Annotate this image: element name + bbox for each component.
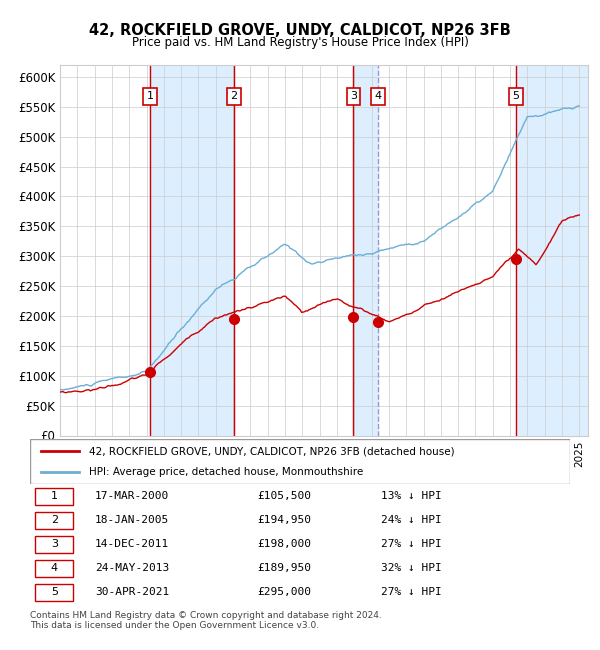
Text: 27% ↓ HPI: 27% ↓ HPI (381, 540, 442, 549)
Text: 18-JAN-2005: 18-JAN-2005 (95, 515, 169, 525)
Text: Contains HM Land Registry data © Crown copyright and database right 2024.
This d: Contains HM Land Registry data © Crown c… (30, 611, 382, 630)
Text: 2: 2 (51, 515, 58, 525)
Text: 1: 1 (146, 92, 154, 101)
Text: 3: 3 (51, 540, 58, 549)
Text: 27% ↓ HPI: 27% ↓ HPI (381, 588, 442, 597)
FancyBboxPatch shape (35, 560, 73, 577)
Text: 1: 1 (51, 491, 58, 501)
Text: 17-MAR-2000: 17-MAR-2000 (95, 491, 169, 501)
FancyBboxPatch shape (35, 512, 73, 528)
Text: 30-APR-2021: 30-APR-2021 (95, 588, 169, 597)
Text: 24-MAY-2013: 24-MAY-2013 (95, 564, 169, 573)
Text: 42, ROCKFIELD GROVE, UNDY, CALDICOT, NP26 3FB: 42, ROCKFIELD GROVE, UNDY, CALDICOT, NP2… (89, 23, 511, 38)
FancyBboxPatch shape (30, 439, 570, 484)
Bar (150, 65, 234, 436)
Text: 3: 3 (350, 92, 357, 101)
Text: 42, ROCKFIELD GROVE, UNDY, CALDICOT, NP26 3FB (detached house): 42, ROCKFIELD GROVE, UNDY, CALDICOT, NP2… (89, 447, 455, 456)
Text: 32% ↓ HPI: 32% ↓ HPI (381, 564, 442, 573)
Text: 14-DEC-2011: 14-DEC-2011 (95, 540, 169, 549)
FancyBboxPatch shape (35, 536, 73, 552)
Text: 4: 4 (51, 564, 58, 573)
Text: £295,000: £295,000 (257, 588, 311, 597)
FancyBboxPatch shape (35, 584, 73, 601)
Bar (353, 65, 379, 436)
Text: 5: 5 (51, 588, 58, 597)
Bar (516, 65, 588, 436)
Text: £198,000: £198,000 (257, 540, 311, 549)
Text: 24% ↓ HPI: 24% ↓ HPI (381, 515, 442, 525)
Text: 13% ↓ HPI: 13% ↓ HPI (381, 491, 442, 501)
Text: 2: 2 (230, 92, 238, 101)
Text: HPI: Average price, detached house, Monmouthshire: HPI: Average price, detached house, Monm… (89, 467, 364, 476)
Text: 4: 4 (375, 92, 382, 101)
Text: 5: 5 (512, 92, 520, 101)
Text: £189,950: £189,950 (257, 564, 311, 573)
Text: £105,500: £105,500 (257, 491, 311, 501)
FancyBboxPatch shape (35, 488, 73, 504)
Text: £194,950: £194,950 (257, 515, 311, 525)
Text: Price paid vs. HM Land Registry's House Price Index (HPI): Price paid vs. HM Land Registry's House … (131, 36, 469, 49)
